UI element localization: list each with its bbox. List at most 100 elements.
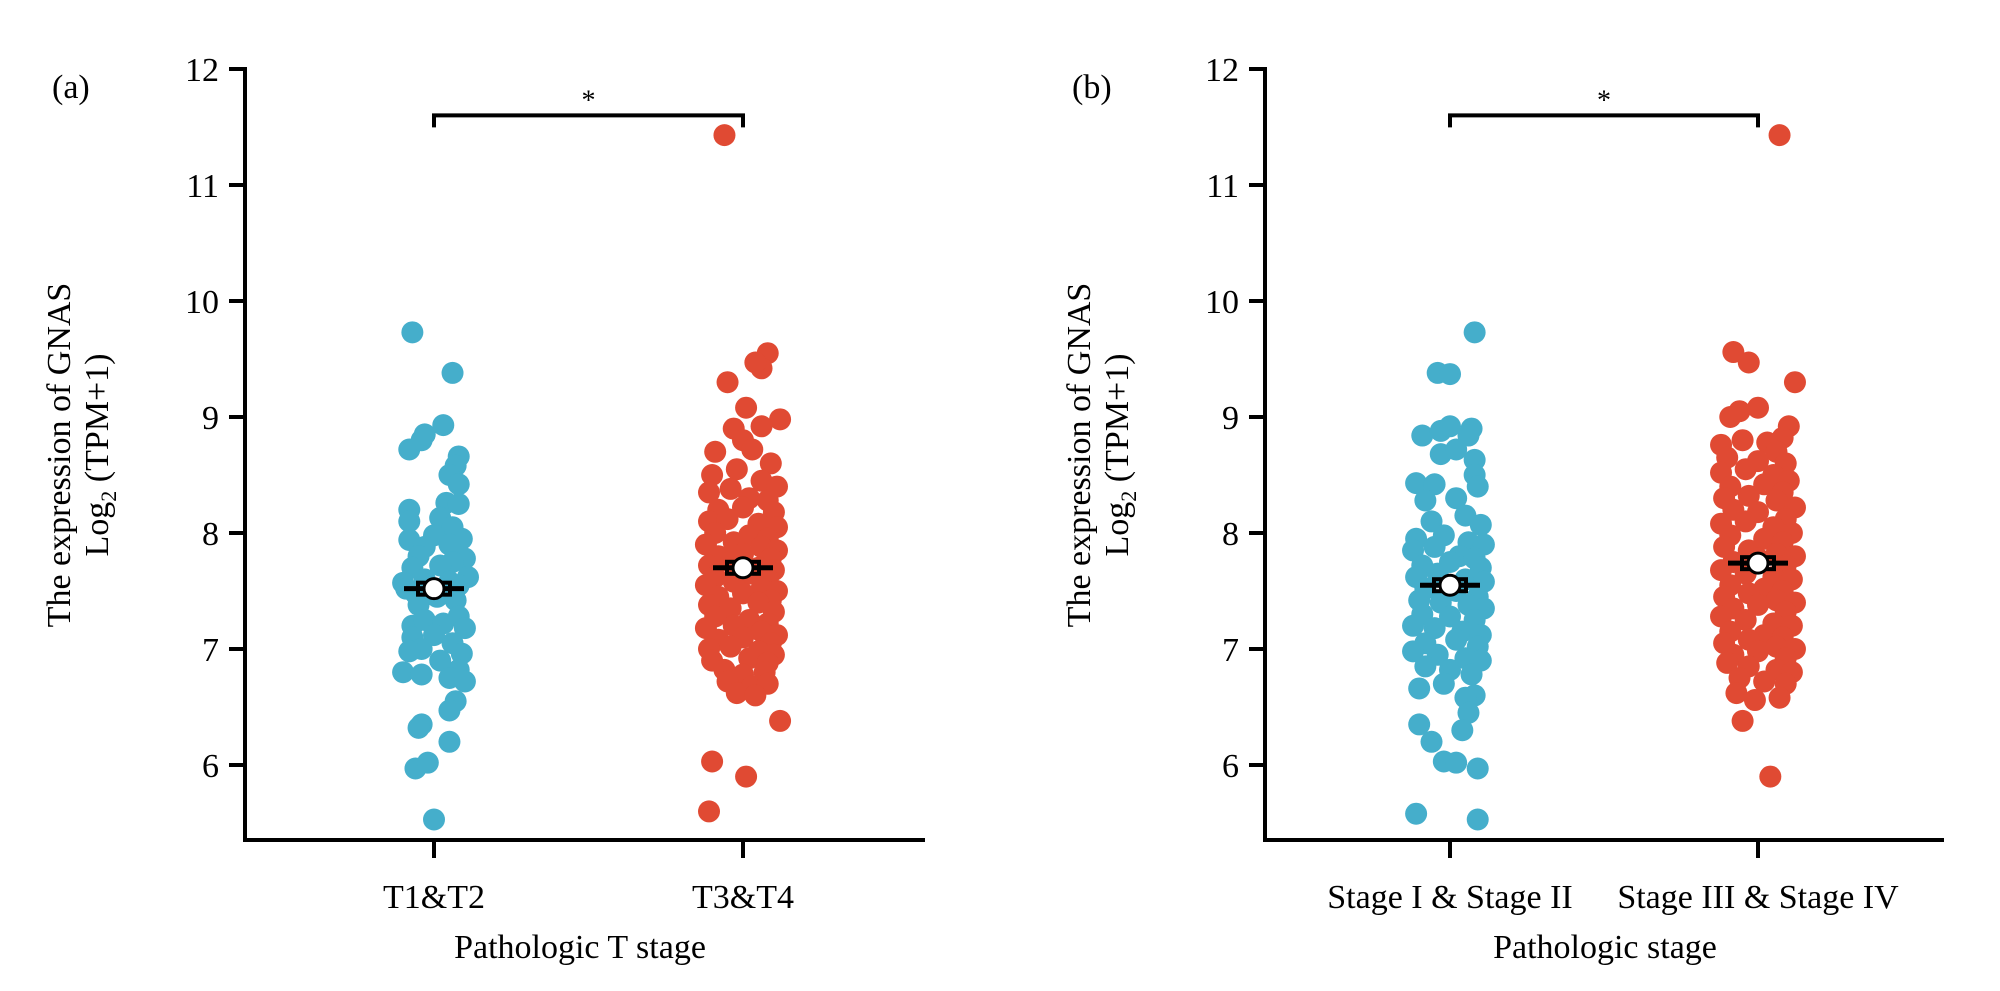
data-point (401, 321, 424, 344)
data-point (1768, 124, 1791, 147)
panel-a: (a) The expression of GNAS Log2 (TPM+1) … (41, 52, 925, 966)
data-point (713, 124, 736, 147)
data-point (1734, 458, 1757, 481)
data-point (1445, 438, 1468, 461)
y-tick-label: 10 (1205, 284, 1239, 321)
means-layer (1420, 551, 1788, 597)
means-layer (404, 556, 773, 601)
data-point (1759, 765, 1782, 788)
data-point (701, 750, 724, 773)
data-point (735, 396, 758, 419)
data-point (1445, 487, 1468, 510)
data-point (1768, 686, 1791, 709)
data-point (1737, 351, 1760, 374)
data-point (741, 438, 764, 461)
y-tick-label: 7 (202, 632, 219, 669)
data-point (1411, 424, 1434, 447)
data-point (725, 682, 748, 705)
data-point (1765, 489, 1788, 512)
data-point (1469, 513, 1492, 536)
data-point (698, 800, 721, 823)
panel-label: (a) (52, 69, 90, 106)
data-point (423, 808, 445, 831)
data-point (725, 458, 748, 481)
data-point (1731, 709, 1754, 732)
data-point (429, 649, 452, 672)
mean-marker (731, 556, 755, 580)
data-point (1439, 363, 1461, 386)
data-point (732, 496, 754, 519)
data-point (407, 716, 430, 739)
data-point (447, 473, 470, 496)
data-point (701, 464, 724, 486)
data-point (453, 670, 476, 693)
data-point (698, 481, 721, 504)
data-point (1432, 672, 1455, 695)
x-tick-label: Stage I & Stage II (1327, 879, 1573, 916)
data-point (769, 408, 792, 431)
significance-label: * (582, 85, 596, 116)
data-point (1420, 730, 1443, 753)
x-axis-title: Pathologic T stage (454, 929, 706, 966)
y-tick-label: 12 (1205, 52, 1239, 89)
data-point (1728, 400, 1751, 423)
bracket-line (1448, 113, 1760, 128)
x-tick-label: T1&T2 (383, 879, 485, 916)
y-axis-title-line2: Log2 (TPM+1) (1099, 353, 1141, 556)
x-tick-label: T3&T4 (692, 879, 794, 916)
data-point (1423, 473, 1446, 496)
y-tick-label: 11 (1206, 168, 1239, 205)
data-point (1439, 605, 1461, 628)
data-point (1463, 448, 1486, 471)
points-layer (392, 124, 792, 831)
y-tick-label: 12 (185, 52, 219, 89)
y-tick-label: 10 (185, 284, 219, 321)
y-tick-label: 11 (186, 168, 219, 205)
data-point (432, 414, 455, 437)
axes: 6 7 8 9 10 11 12 Stage I & Stage II Stage III & … (1205, 52, 1944, 916)
x-axis-title: Pathologic stage (1493, 929, 1717, 966)
y-axis-title-line2: Log2 (TPM+1) (79, 353, 121, 556)
data-point (1466, 808, 1489, 831)
data-point (1408, 713, 1431, 736)
y-tick-label: 9 (1222, 400, 1239, 437)
data-point (1466, 757, 1489, 780)
data-point (1743, 689, 1766, 712)
data-point (1725, 682, 1748, 705)
data-point (1405, 472, 1428, 495)
data-point (769, 709, 792, 732)
data-point (719, 477, 742, 500)
data-point (735, 765, 758, 788)
data-point (704, 440, 727, 463)
data-point (1414, 655, 1437, 678)
data-point (1722, 341, 1745, 364)
bracket-line (432, 113, 745, 128)
y-tick-label: 8 (1222, 516, 1239, 553)
y-tick-label: 8 (202, 516, 219, 553)
data-point (1445, 628, 1468, 651)
y-tick-label: 6 (202, 748, 219, 785)
panel-label: (b) (1072, 69, 1112, 106)
mean-marker (422, 577, 446, 601)
data-point (716, 371, 739, 394)
data-point (416, 751, 439, 774)
data-point (1783, 371, 1806, 394)
data-point (438, 699, 461, 722)
data-point (744, 684, 767, 707)
data-point (1414, 489, 1437, 512)
data-point (410, 663, 433, 686)
y-axis-title-line1: The expression of GNAS (1061, 283, 1098, 628)
data-point (1445, 751, 1468, 774)
data-point (398, 510, 421, 533)
data-point (750, 415, 773, 438)
data-point (1439, 415, 1461, 438)
significance-label: * (1597, 85, 1611, 116)
data-point (759, 452, 782, 475)
data-point (1734, 609, 1757, 631)
data-point (1405, 802, 1428, 825)
data-point (1423, 535, 1446, 558)
mean-marker (1438, 573, 1462, 597)
data-point (1402, 640, 1425, 663)
data-point (392, 661, 415, 684)
